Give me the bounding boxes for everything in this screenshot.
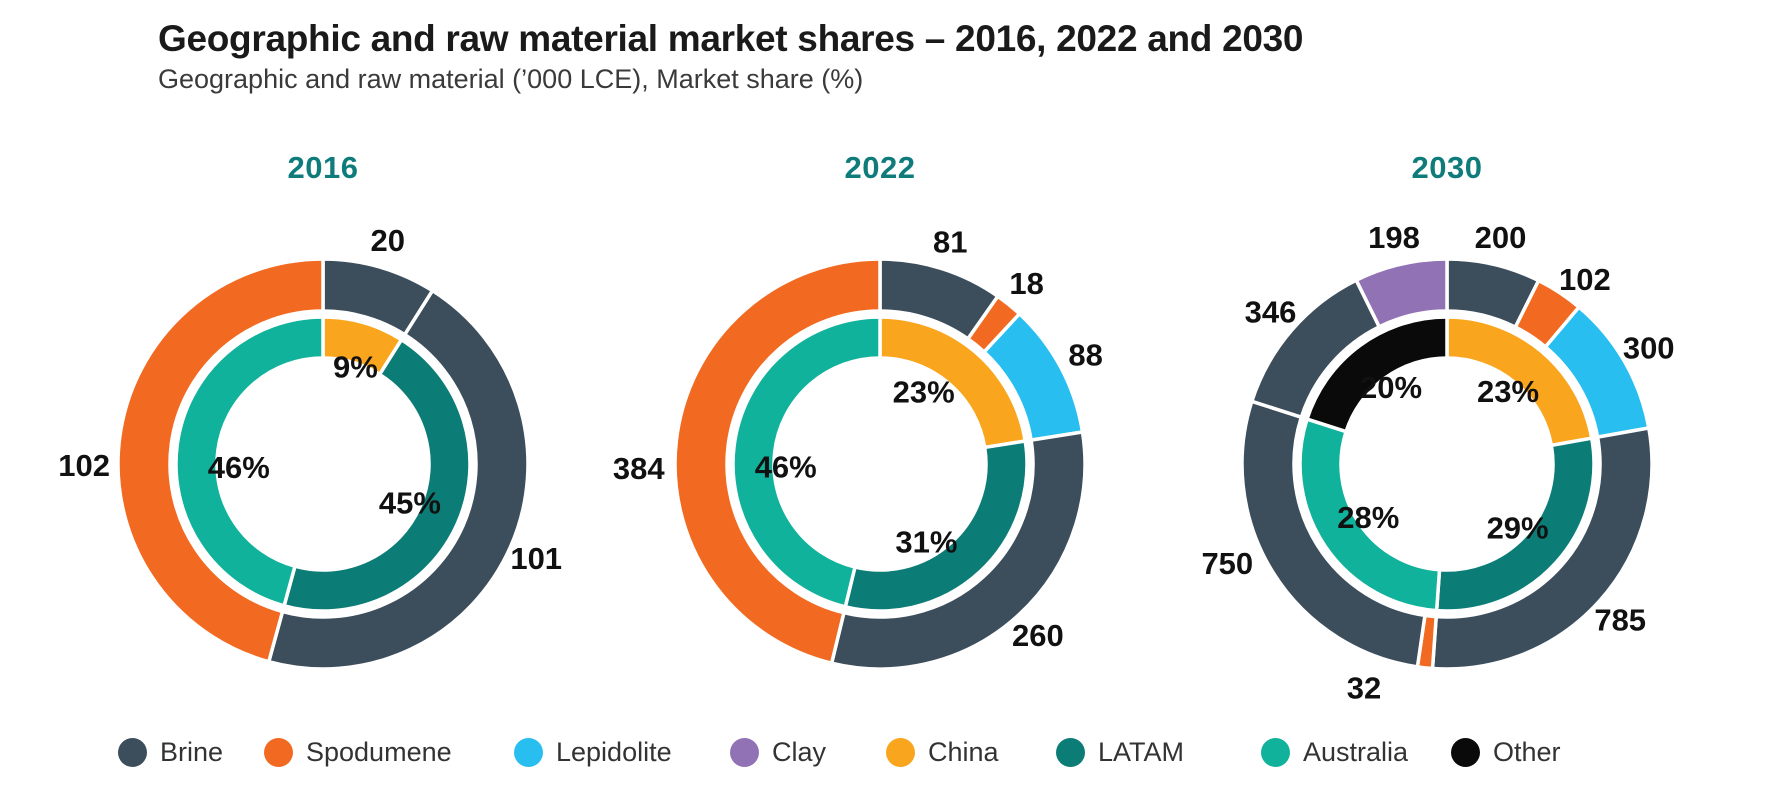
percent-label: 28%	[1337, 500, 1399, 535]
outer-segment-brine-latam	[267, 288, 530, 671]
value-label: 260	[1012, 618, 1064, 653]
year-heading-2030: 2030	[1411, 150, 1483, 185]
value-label: 300	[1623, 330, 1675, 365]
legend-label: Other	[1493, 736, 1561, 767]
legend-swatch-brine	[118, 737, 147, 767]
percent-label: 31%	[895, 525, 957, 560]
outer-segment-brine-latam	[1430, 426, 1654, 671]
legend-swatch-australia	[1261, 737, 1290, 767]
value-label: 102	[1559, 262, 1611, 297]
legend-item-latam: LATAM	[1056, 735, 1184, 769]
figure-subtitle: Geographic and raw material (’000 LCE), …	[158, 64, 864, 94]
inner-segment-australia	[174, 315, 325, 608]
value-label: 346	[1245, 295, 1297, 330]
legend-swatch-china	[886, 737, 915, 767]
value-label: 32	[1347, 671, 1381, 706]
inner-segment-latam	[282, 337, 472, 613]
percent-label: 23%	[1477, 374, 1539, 409]
value-label: 102	[58, 448, 110, 483]
outer-segment-clay-other	[1354, 257, 1449, 329]
legend-item-australia: Australia	[1261, 735, 1408, 769]
legend-item-clay: Clay	[730, 735, 826, 769]
percent-label: 23%	[893, 375, 955, 410]
figure-title: Geographic and raw material market share…	[158, 18, 1304, 59]
legend-label: Spodumene	[306, 736, 452, 767]
legend-item-lepidolite: Lepidolite	[514, 735, 672, 769]
percent-label: 20%	[1360, 370, 1422, 405]
percent-label: 46%	[755, 450, 817, 485]
inner-segment-other	[1305, 315, 1449, 434]
inner-segment-australia	[731, 315, 882, 609]
value-label: 200	[1475, 220, 1527, 255]
value-label: 88	[1068, 337, 1102, 372]
percent-label: 46%	[208, 450, 270, 485]
value-label: 81	[933, 225, 967, 260]
legend-swatch-lepidolite	[514, 737, 543, 767]
legend-label: Australia	[1303, 736, 1409, 767]
year-heading-2016: 2016	[287, 150, 359, 185]
value-label: 198	[1368, 220, 1420, 255]
donut-svg-2030: 200 102 300 785 32 750 346 198 23% 29% 28% 20%	[1201, 220, 1675, 706]
value-label: 20	[371, 223, 405, 258]
legend-item-other: Other	[1451, 735, 1561, 769]
donut-svg-2022: 81 18 88 260 384 23% 31% 46%	[613, 225, 1103, 671]
legend: Brine Spodumene Lepidolite Clay China LATAM Au…	[0, 735, 1770, 775]
legend-swatch-other	[1451, 737, 1480, 767]
year-heading-2022: 2022	[844, 150, 916, 185]
outer-segment-spodumene-australia	[673, 257, 882, 665]
legend-item-spodumene: Spodumene	[264, 735, 452, 769]
legend-swatch-spodumene	[264, 737, 293, 767]
percent-label: 9%	[333, 350, 378, 385]
legend-label: Lepidolite	[556, 736, 672, 767]
value-label: 384	[613, 451, 665, 486]
percent-label: 29%	[1487, 510, 1549, 545]
legend-label: Brine	[160, 736, 224, 767]
legend-item-china: China	[886, 735, 999, 769]
value-label: 750	[1201, 546, 1253, 581]
legend-swatch-latam	[1056, 737, 1085, 767]
legend-label: China	[928, 736, 999, 767]
legend-label: Clay	[772, 736, 827, 767]
legend-item-brine: Brine	[118, 735, 223, 769]
percent-label: 45%	[379, 485, 441, 520]
legend-swatch-clay	[730, 737, 759, 767]
outer-segment-spodumene-australia	[116, 257, 325, 664]
legend-label: LATAM	[1098, 736, 1185, 767]
donut-svg-2016: 20 101 102 9% 45% 46%	[58, 223, 562, 671]
value-label: 101	[510, 541, 562, 576]
value-label: 785	[1594, 603, 1646, 638]
value-label: 18	[1009, 266, 1043, 301]
